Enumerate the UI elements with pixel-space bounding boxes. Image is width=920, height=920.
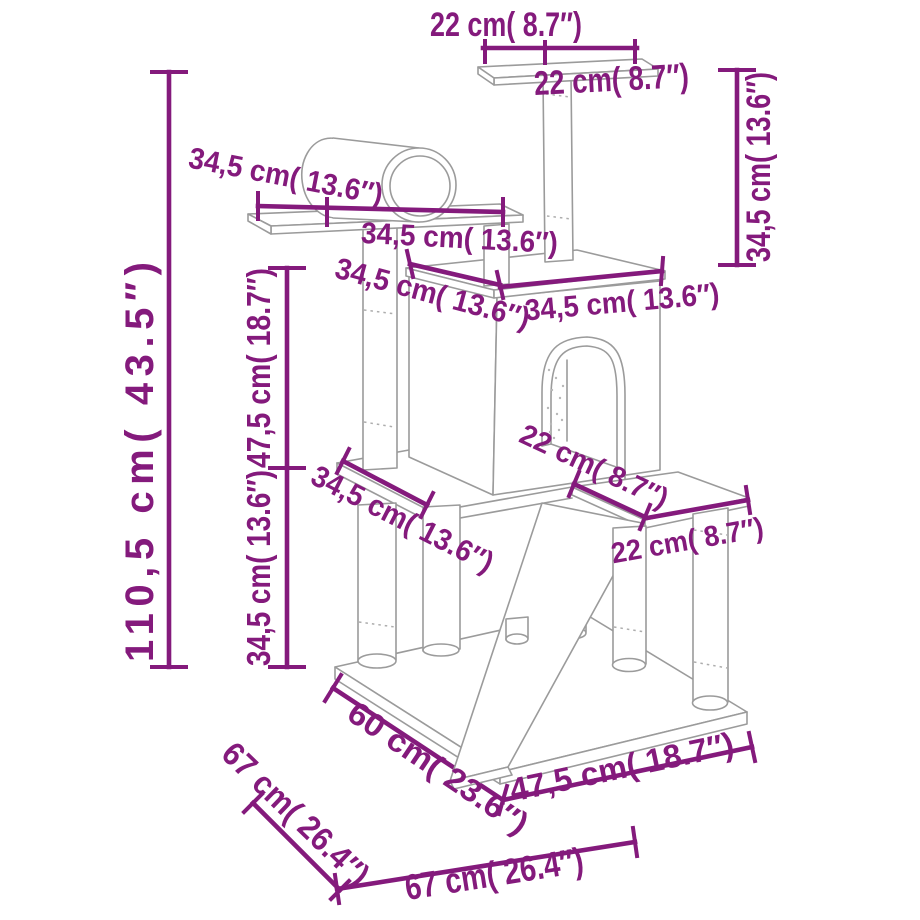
dim-label-base-total-width: 67 cm( 26.4″) [402, 839, 586, 908]
play-tunnel [301, 137, 457, 223]
dim-top-post-height: 34,5 cm( 13.6″) [718, 67, 778, 268]
base-post-left-2 [422, 504, 461, 657]
house-roof [405, 249, 666, 299]
house-arch-door [541, 336, 626, 483]
cat-tree-line-art [247, 58, 750, 804]
top-platform [477, 58, 659, 86]
base-post-right [691, 507, 729, 711]
dim-label-base-total-depth: 67 cm( 26.4″) [215, 734, 377, 893]
base-post-right-front [611, 525, 647, 673]
dim-upper-section-height: 47,5 cm( 18.7″) [240, 265, 306, 471]
door-sisal-texture [546, 368, 565, 440]
cat-house [405, 249, 666, 496]
dim-lower-section-height: 34,5 cm( 13.6″) [240, 465, 306, 670]
dim-label-lower-section-height: 34,5 cm( 13.6″) [240, 470, 277, 666]
dim-total-height: 110,5 cm( 43.5″) [118, 69, 188, 670]
dim-base-total-depth: 67 cm( 26.4″) [215, 734, 377, 902]
dim-base-total-width: 67 cm( 26.4″) [332, 825, 640, 908]
dim-label-total-height: 110,5 cm( 43.5″) [118, 262, 162, 662]
dim-label-top-platform-depth: 22 cm( 8.7″) [533, 57, 690, 103]
dim-label-upper-section-height: 47,5 cm( 18.7″) [240, 268, 277, 468]
dim-label-top-platform-width: 22 cm( 8.7″) [430, 6, 582, 44]
dim-top-platform-width: 22 cm( 8.7″) [430, 6, 640, 65]
base-post-left [357, 502, 397, 669]
dim-label-top-post-height: 34,5 cm( 13.6″) [740, 72, 778, 262]
ramp [449, 502, 643, 790]
base-post-center-stub [505, 616, 529, 645]
